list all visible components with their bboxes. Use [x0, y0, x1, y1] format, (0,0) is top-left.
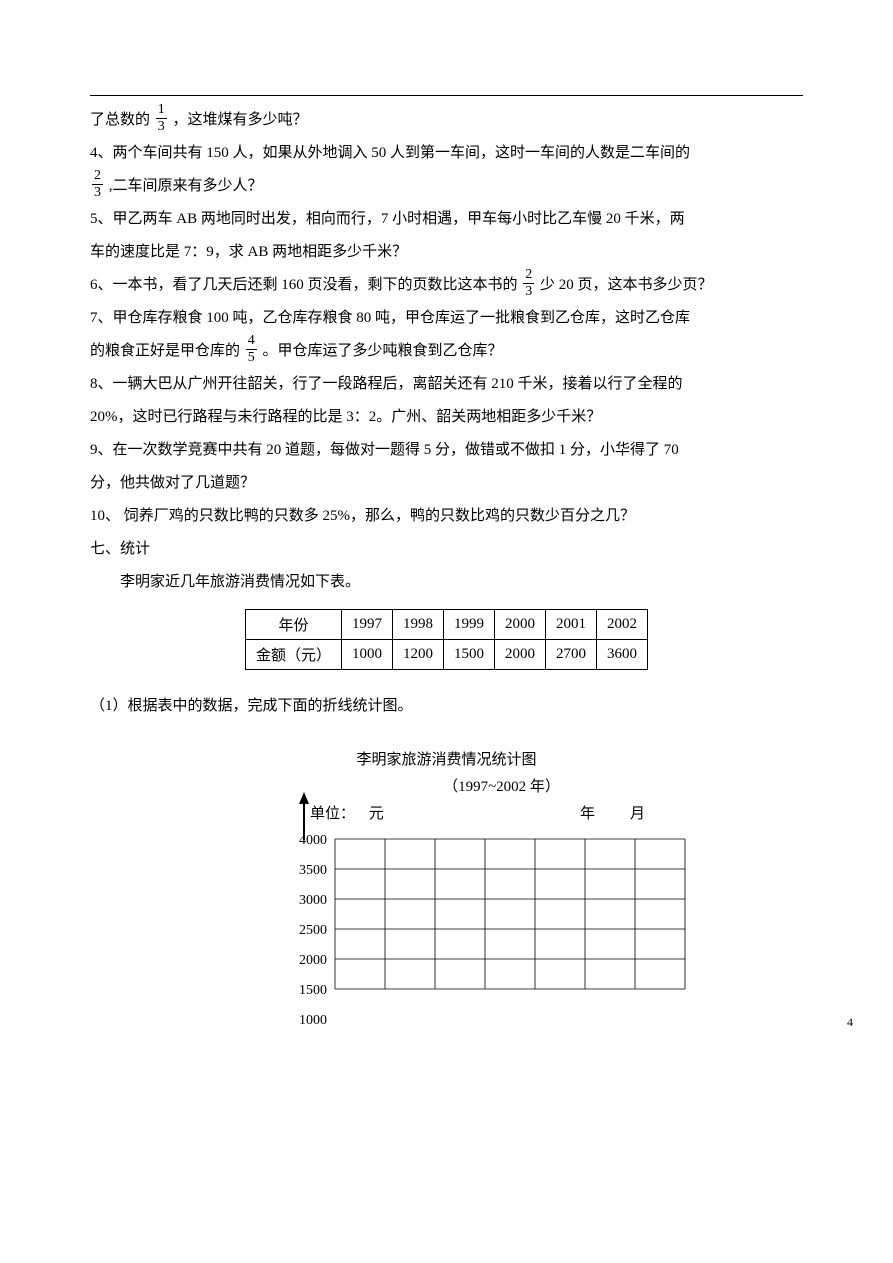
frac-num: 2: [523, 268, 534, 284]
q6-post: 少 20 页，这本书多少页？: [540, 277, 713, 293]
th-2002: 2002: [597, 610, 648, 640]
question-4-line1: 4、两个车间共有 150 人，如果从外地调入 50 人到第一车间，这时一车间的人…: [90, 137, 803, 170]
th-1997: 1997: [342, 610, 393, 640]
td-label: 金额（元）: [245, 640, 341, 670]
th-1998: 1998: [393, 610, 444, 640]
svg-text:3500: 3500: [299, 863, 327, 878]
td-2001: 2700: [546, 640, 597, 670]
svg-text:1000: 1000: [299, 1013, 327, 1028]
q3-prefix: 了总数的: [90, 112, 150, 128]
question-3-tail: 了总数的 1 3 ，这堆煤有多少吨？: [90, 104, 803, 137]
td-1998: 1200: [393, 640, 444, 670]
section-7-intro: 李明家近几年旅游消费情况如下表。: [90, 566, 803, 599]
fraction-2-3: 2 3: [92, 169, 103, 200]
section-7-heading: 七、统计: [90, 533, 803, 566]
chart-unit-row: 单位： 元 年 月: [310, 802, 780, 823]
svg-text:2500: 2500: [299, 923, 327, 938]
td-1997: 1000: [342, 640, 393, 670]
question-8-line1: 8、一辆大巴从广州开往韶关，行了一段路程后，离韶关还有 210 千米，接着以行了…: [90, 368, 803, 401]
q6-pre: 6、一本书，看了几天后还剩 160 页没看，剩下的页数比这本书的: [90, 277, 518, 293]
question-9-line2: 分，他共做对了几道题？: [90, 467, 803, 500]
document-page: 了总数的 1 3 ，这堆煤有多少吨？ 4、两个车间共有 150 人，如果从外地调…: [0, 0, 893, 1150]
chart-svg: 4000 3500 3000 2500 2000 1500 1000: [280, 829, 800, 1069]
th-2001: 2001: [546, 610, 597, 640]
svg-text:2000: 2000: [299, 953, 327, 968]
td-2002: 3600: [597, 640, 648, 670]
th-year: 年份: [245, 610, 341, 640]
th-2000: 2000: [495, 610, 546, 640]
unit-value: 元: [369, 806, 384, 822]
q7-pre: 的粮食正好是甲仓库的: [90, 343, 240, 359]
month-label: 月: [630, 802, 645, 823]
fraction-1-3: 1 3: [156, 103, 167, 134]
frac-den: 3: [523, 284, 534, 299]
question-7-line1: 7、甲仓库存粮食 100 吨，乙仓库存粮食 80 吨，甲仓库运了一批粮食到乙仓库…: [90, 302, 803, 335]
page-number: 4: [847, 1015, 853, 1030]
fraction-2-3-b: 2 3: [523, 268, 534, 299]
td-2000: 2000: [495, 640, 546, 670]
task-1: （1）根据表中的数据，完成下面的折线统计图。: [90, 690, 803, 723]
th-1999: 1999: [444, 610, 495, 640]
question-6: 6、一本书，看了几天后还剩 160 页没看，剩下的页数比这本书的 2 3 少 2…: [90, 269, 803, 302]
fraction-4-5: 4 5: [246, 334, 257, 365]
svg-text:3000: 3000: [299, 893, 327, 908]
chart-subtitle: （1997~2002 年）: [90, 775, 803, 796]
table-data-row: 金额（元） 1000 1200 1500 2000 2700 3600: [245, 640, 647, 670]
travel-expense-table: 年份 1997 1998 1999 2000 2001 2002 金额（元） 1…: [245, 609, 648, 670]
frac-den: 3: [156, 119, 167, 134]
q3-suffix: ，这堆煤有多少吨？: [173, 112, 308, 128]
year-label: 年: [580, 802, 595, 823]
table-header-row: 年份 1997 1998 1999 2000 2001 2002: [245, 610, 647, 640]
frac-den: 3: [92, 185, 103, 200]
question-9-line1: 9、在一次数学竞赛中共有 20 道题，每做对一题得 5 分，做错或不做扣 1 分…: [90, 434, 803, 467]
q4-text: 4、两个车间共有 150 人，如果从外地调入 50 人到第一车间，这时一车间的人…: [90, 145, 690, 161]
chart-title: 李明家旅游消费情况统计图: [90, 748, 803, 769]
svg-text:4000: 4000: [299, 833, 327, 848]
frac-num: 2: [92, 169, 103, 185]
svg-text:1500: 1500: [299, 983, 327, 998]
question-10: 10、 饲养厂鸡的只数比鸭的只数多 25%，那么，鸭的只数比鸡的只数少百分之几？: [90, 500, 803, 533]
question-4-line2: 2 3 ,二车间原来有多少人？: [90, 170, 803, 203]
line-chart-grid: 4000 3500 3000 2500 2000 1500 1000: [280, 829, 800, 1069]
question-5-line1: 5、甲乙两车 AB 两地同时出发，相向而行，7 小时相遇，甲车每小时比乙车慢 2…: [90, 203, 803, 236]
q4-text2: ,二车间原来有多少人？: [109, 178, 263, 194]
frac-num: 4: [246, 334, 257, 350]
td-1999: 1500: [444, 640, 495, 670]
frac-num: 1: [156, 103, 167, 119]
question-5-line2: 车的速度比是 7：9，求 AB 两地相距多少千米？: [90, 236, 803, 269]
q7-post: 。甲仓库运了多少吨粮食到乙仓库？: [263, 343, 503, 359]
top-border-rule: [90, 95, 803, 96]
question-7-line2: 的粮食正好是甲仓库的 4 5 。甲仓库运了多少吨粮食到乙仓库？: [90, 335, 803, 368]
question-8-line2: 20%，这时已行路程与未行路程的比是 3：2。广州、韶关两地相距多少千米？: [90, 401, 803, 434]
frac-den: 5: [246, 350, 257, 365]
